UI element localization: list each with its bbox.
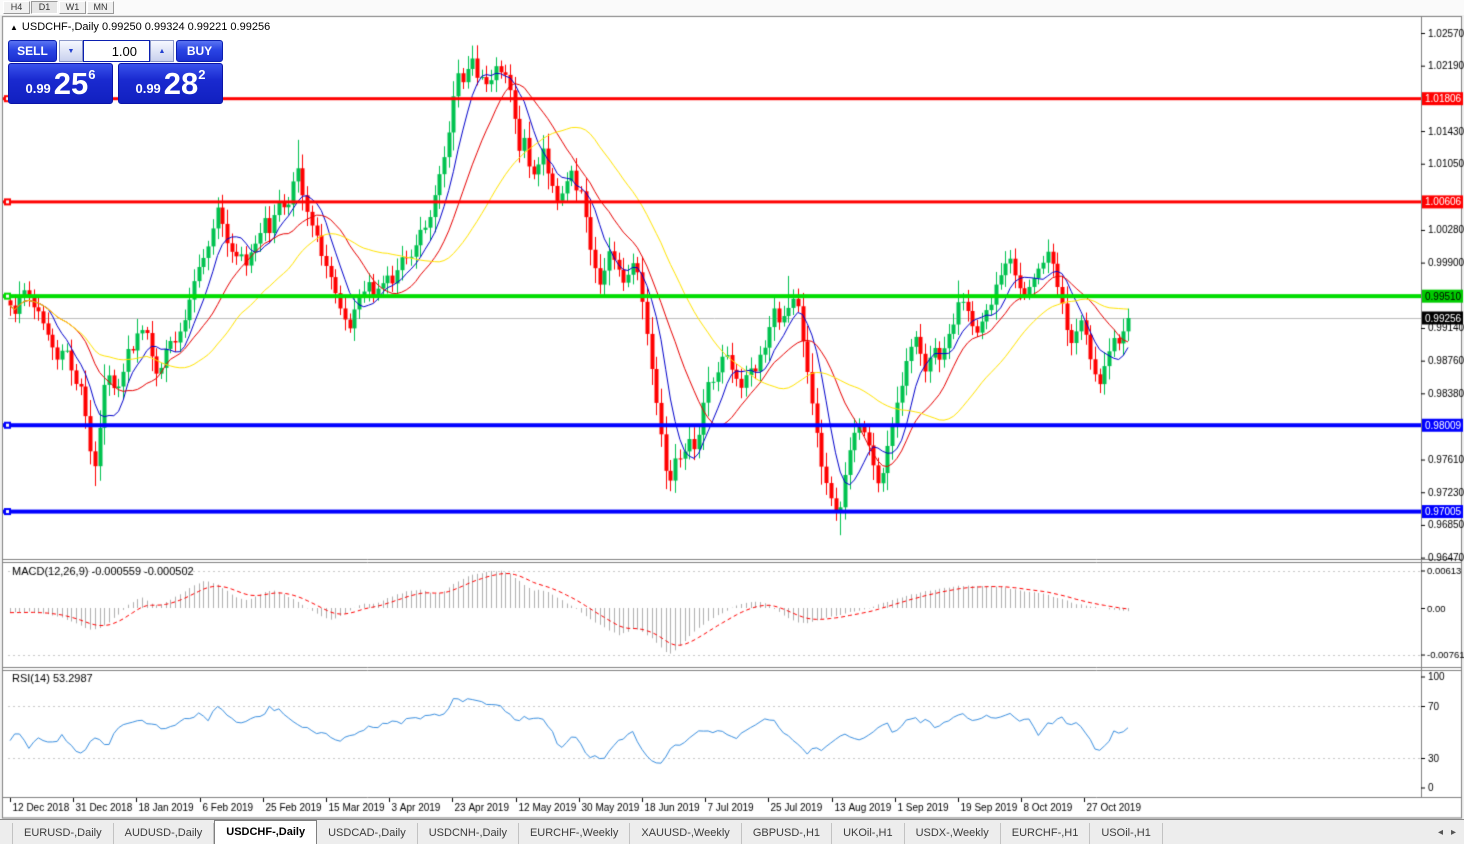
volume-input[interactable] xyxy=(83,40,150,62)
tab-eurusd-daily[interactable]: EURUSD-,Daily xyxy=(12,823,114,844)
buy-price-panel[interactable]: 0.99 28 2 xyxy=(118,63,223,104)
tab-xauusd-weekly[interactable]: XAUUSD-,Weekly xyxy=(630,823,742,844)
tab-eurchf-h1[interactable]: EURCHF-,H1 xyxy=(1001,823,1091,844)
volume-decrease-button[interactable]: ▼ xyxy=(59,40,83,62)
tab-usdx-weekly[interactable]: USDX-,Weekly xyxy=(905,823,1001,844)
chart-title: ▲ USDCHF-,Daily 0.99250 0.99324 0.99221 0… xyxy=(10,21,270,33)
symbol-tab-bar: EURUSD-,Daily AUDUSD-,Daily USDCHF-,Daily U… xyxy=(0,819,1464,844)
tab-scroll-arrows: ◂ ▸ xyxy=(1438,820,1456,844)
volume-increase-button[interactable]: ▲ xyxy=(150,40,174,62)
timeframe-button-w1[interactable]: W1 xyxy=(59,1,86,14)
tab-scroll-left-icon[interactable]: ◂ xyxy=(1437,826,1443,838)
sell-price-prefix: 0.99 xyxy=(25,81,51,96)
tab-ukoil-h1[interactable]: UKOil-,H1 xyxy=(832,823,905,844)
tab-scroll-right-icon[interactable]: ▸ xyxy=(1450,826,1456,838)
tab-eurchf-weekly[interactable]: EURCHF-,Weekly xyxy=(519,823,631,844)
buy-button[interactable]: BUY xyxy=(176,40,223,62)
buy-price-prefix: 0.99 xyxy=(135,81,161,96)
sell-price-pip: 6 xyxy=(88,67,96,82)
timeframe-button-h4[interactable]: H4 xyxy=(3,1,30,14)
buy-price-big: 28 xyxy=(163,66,199,101)
sell-price-big: 25 xyxy=(53,66,89,101)
tab-usoil-h1[interactable]: USOil-,H1 xyxy=(1090,823,1163,844)
tab-audusd-daily[interactable]: AUDUSD-,Daily xyxy=(114,823,215,844)
sell-price-panel[interactable]: 0.99 25 6 xyxy=(8,63,113,104)
tab-gbpusd-h1[interactable]: GBPUSD-,H1 xyxy=(742,823,833,844)
chart-title-text: USDCHF-,Daily 0.99250 0.99324 0.99221 0.… xyxy=(21,21,271,33)
symbol-tabs: EURUSD-,Daily AUDUSD-,Daily USDCHF-,Daily U… xyxy=(12,820,1163,844)
collapse-arrow-icon[interactable]: ▲ xyxy=(10,23,18,32)
sell-button[interactable]: SELL xyxy=(8,40,57,62)
buy-price-pip: 2 xyxy=(198,67,206,82)
tab-usdcnh-daily[interactable]: USDCNH-,Daily xyxy=(418,823,519,844)
tab-usdchf-daily[interactable]: USDCHF-,Daily xyxy=(214,820,318,844)
timeframe-toolbar: H4 D1 W1 MN xyxy=(0,0,1464,15)
tab-usdcad-daily[interactable]: USDCAD-,Daily xyxy=(317,823,418,844)
timeframe-button-d1[interactable]: D1 xyxy=(31,1,58,14)
timeframe-button-mn[interactable]: MN xyxy=(87,1,114,14)
